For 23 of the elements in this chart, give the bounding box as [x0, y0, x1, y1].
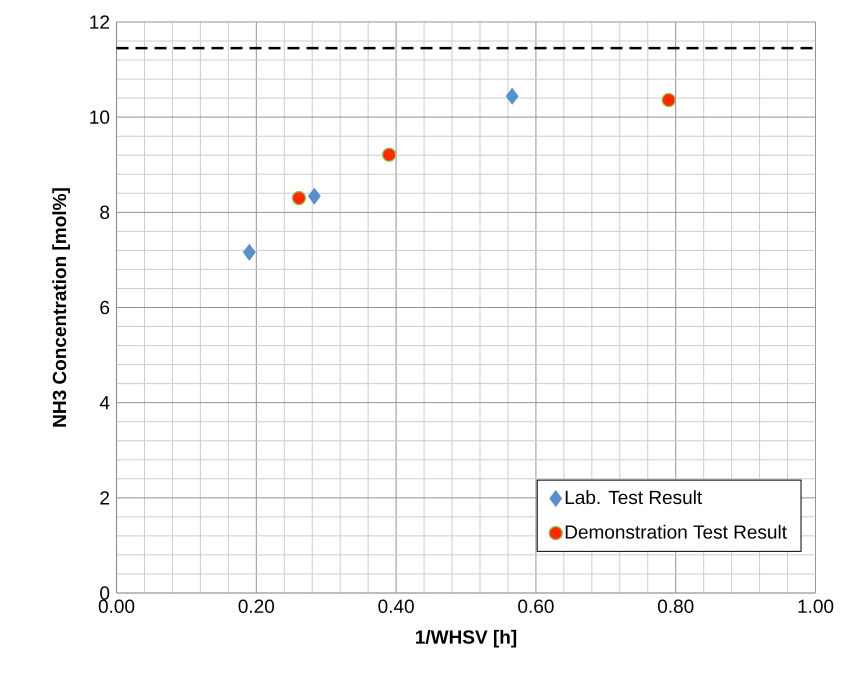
point — [308, 188, 321, 204]
y-tick-label: 8 — [100, 206, 110, 220]
x-tick-label: 0.00 — [98, 600, 134, 613]
x-tick-label: 0.60 — [518, 600, 554, 613]
y-tick-label: 0 — [100, 586, 110, 600]
y-tick-label: 4 — [100, 396, 110, 410]
y-tick-label: 2 — [100, 491, 110, 504]
point — [662, 92, 676, 108]
point — [243, 244, 256, 260]
x-tick-label: 0.80 — [658, 600, 694, 613]
legend-label: Lab. Test Result — [566, 490, 702, 504]
x-axis-title: 1/WHSV [h] — [416, 630, 516, 648]
point — [506, 88, 518, 104]
legend-label: Demonstration Test Result — [566, 524, 787, 539]
y-tick-label: 6 — [100, 300, 110, 314]
point — [292, 190, 306, 206]
point — [382, 148, 396, 162]
y-axis-title: NH3 Concentration [mol%] — [52, 188, 70, 427]
x-tick-label: 0.20 — [238, 600, 274, 613]
y-tick-label: 10 — [90, 110, 110, 124]
x-tick-label: 0.40 — [378, 600, 414, 613]
x-tick-label: 1.00 — [798, 600, 834, 613]
y-tick-label: 12 — [90, 15, 110, 29]
